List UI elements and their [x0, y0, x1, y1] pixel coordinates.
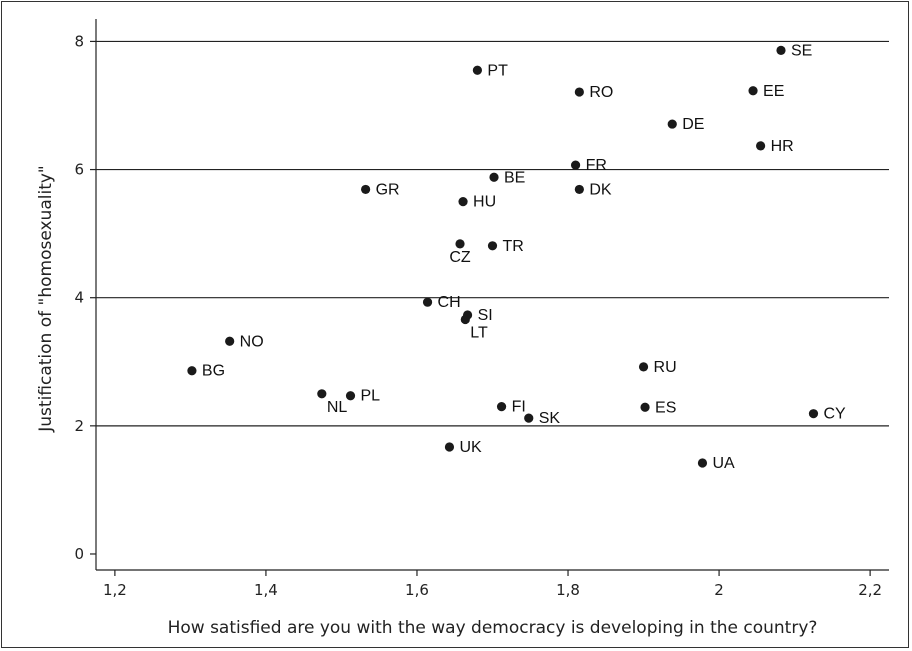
data-label-cz: CZ — [449, 249, 471, 266]
y-tick-label: 8 — [74, 32, 84, 50]
x-tick-label: 2 — [714, 581, 724, 599]
y-tick-label: 6 — [74, 161, 84, 179]
x-tick-label: 2,2 — [858, 581, 882, 599]
grid-lines — [96, 40, 889, 427]
data-point-de — [667, 119, 677, 129]
x-tick-label: 1,4 — [254, 581, 278, 599]
y-tick-label: 0 — [74, 545, 84, 563]
data-label-pt: PT — [487, 62, 508, 79]
data-label-cy: CY — [823, 406, 846, 423]
data-point-cz — [455, 239, 465, 249]
data-label-si: SI — [478, 307, 493, 324]
data-point-ee — [748, 86, 758, 96]
data-point-bg — [187, 366, 197, 376]
data-label-ru: RU — [654, 359, 677, 376]
data-point-uk — [444, 442, 455, 452]
data-point-se — [776, 45, 786, 55]
data-point-lt — [460, 314, 470, 325]
data-point-hu — [458, 196, 468, 207]
x-axis-title: How satisfied are you with the way democ… — [168, 618, 818, 638]
data-point-gr — [361, 184, 371, 195]
data-label-ro: RO — [589, 84, 613, 101]
data-label-ua: UA — [712, 455, 735, 472]
data-point-no — [225, 336, 235, 346]
axes: 0 2 4 6 8 1,2 1,4 1,6 1,8 2 2,2 — [74, 19, 889, 599]
data-point-ua — [697, 458, 708, 468]
data-point-pt — [472, 65, 482, 75]
data-label-ch: CH — [438, 294, 461, 311]
data-point-pl — [345, 391, 356, 401]
data-point-sk — [524, 413, 534, 423]
data-point-fr — [570, 160, 581, 170]
data-point-be — [489, 172, 499, 182]
data-label-hr: HR — [771, 138, 794, 155]
y-axis-title: Justification of "homosexuality" — [36, 165, 56, 432]
data-label-no: NO — [240, 333, 264, 350]
data-label-nl: NL — [327, 399, 348, 416]
x-tick-label: 1,2 — [103, 581, 127, 599]
data-label-sk: SK — [539, 410, 561, 427]
data-label-fr: FR — [586, 157, 607, 174]
data-point-hr — [756, 141, 766, 151]
data-point-fi — [496, 402, 507, 412]
data-label-pl: PL — [361, 388, 381, 405]
y-tick-label: 2 — [74, 417, 84, 435]
data-point-ru — [638, 362, 649, 372]
data-point-cy — [808, 409, 819, 419]
data-point-nl — [317, 389, 327, 399]
x-tick-label: 1,6 — [405, 581, 429, 599]
data-label-de: DE — [682, 116, 704, 133]
data-point-ro — [574, 87, 584, 97]
y-tick-label: 4 — [74, 289, 84, 307]
data-label-dk: DK — [589, 181, 612, 198]
data-label-uk: UK — [459, 439, 482, 456]
data-point-ch — [422, 297, 433, 307]
data-label-ee: EE — [763, 83, 784, 100]
data-label-fi: FI — [512, 399, 526, 416]
data-point-dk — [574, 184, 584, 195]
data-label-hu: HU — [473, 194, 496, 211]
data-label-se: SE — [791, 42, 812, 59]
data-label-gr: GR — [376, 181, 400, 198]
data-label-tr: TR — [503, 238, 524, 255]
data-label-es: ES — [655, 399, 676, 416]
data-point-tr — [487, 241, 498, 251]
data-label-be: BE — [504, 169, 525, 186]
data-label-lt: LT — [470, 324, 488, 341]
data-point-es — [640, 402, 650, 412]
data-label-bg: BG — [202, 363, 225, 380]
x-tick-label: 1,8 — [556, 581, 580, 599]
